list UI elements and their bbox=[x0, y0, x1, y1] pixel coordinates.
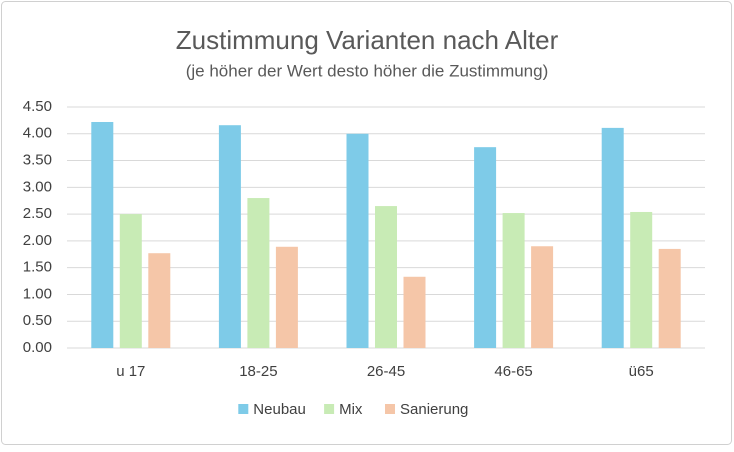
y-tick-label: 3.00 bbox=[23, 178, 52, 195]
bar bbox=[275, 246, 298, 348]
x-tick-label: 18-25 bbox=[239, 363, 277, 380]
bar bbox=[346, 133, 369, 348]
bar bbox=[474, 147, 497, 348]
bar bbox=[630, 211, 653, 348]
bar bbox=[119, 214, 142, 348]
y-tick-label: 2.00 bbox=[23, 232, 52, 249]
bar bbox=[403, 276, 426, 348]
y-tick-label: 0.50 bbox=[23, 312, 52, 329]
y-tick-label: 0.00 bbox=[23, 339, 52, 356]
bar bbox=[502, 213, 525, 348]
bar bbox=[247, 198, 270, 348]
bar bbox=[601, 127, 624, 349]
y-tick-label: 4.00 bbox=[23, 125, 52, 142]
y-tick-label: 3.50 bbox=[23, 152, 52, 169]
legend-swatch bbox=[385, 404, 395, 414]
legend-swatch bbox=[238, 404, 249, 414]
bar bbox=[531, 246, 554, 348]
bar bbox=[148, 253, 171, 348]
y-tick-label: 1.00 bbox=[23, 285, 52, 302]
y-tick-label: 1.50 bbox=[23, 259, 52, 276]
bar bbox=[658, 248, 681, 348]
x-tick-label: ü65 bbox=[629, 363, 654, 380]
chart-title: Zustimmung Varianten nach Alter bbox=[176, 25, 559, 55]
legend-swatch bbox=[324, 404, 335, 414]
chart-subtitle: (je höher der Wert desto höher die Zusti… bbox=[186, 61, 549, 80]
legend-label: Sanierung bbox=[400, 401, 468, 418]
x-tick-label: u 17 bbox=[116, 363, 145, 380]
y-tick-label: 4.50 bbox=[23, 98, 52, 115]
bar bbox=[91, 121, 114, 349]
legend-label: Mix bbox=[339, 401, 363, 418]
x-tick-label: 46-65 bbox=[494, 363, 532, 380]
bar bbox=[375, 206, 397, 348]
y-tick-label: 2.50 bbox=[23, 205, 52, 222]
bar bbox=[218, 125, 241, 348]
legend-label: Neubau bbox=[253, 401, 306, 418]
x-tick-label: 26-45 bbox=[367, 363, 405, 380]
